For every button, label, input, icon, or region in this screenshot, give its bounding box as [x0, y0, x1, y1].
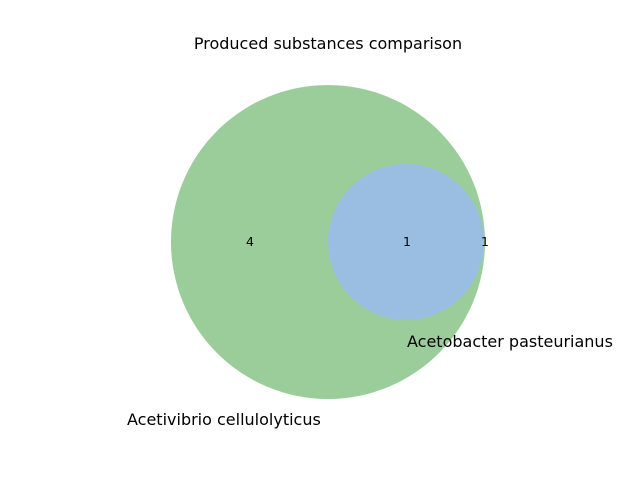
region-intersection-count: 1 [403, 234, 411, 249]
set-label-acetivibrio: Acetivibrio cellulolyticus [127, 410, 321, 429]
diagram-title: Produced substances comparison [194, 34, 462, 53]
region-only-second-count: 1 [481, 234, 489, 249]
region-only-first-count: 4 [246, 234, 254, 249]
set-label-acetobacter: Acetobacter pasteurianus [407, 332, 613, 351]
set-circle-acetobacter [328, 164, 484, 320]
